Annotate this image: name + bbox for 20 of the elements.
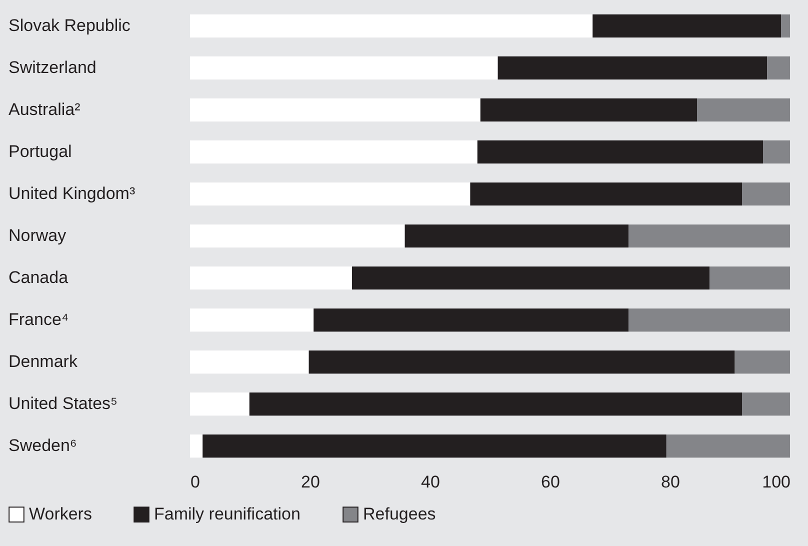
x-tick-label: 0: [190, 472, 200, 492]
legend-label: Refugees: [363, 504, 436, 524]
x-tick-label: 80: [661, 472, 680, 492]
x-tick-label: 60: [541, 472, 560, 492]
y-tick-label: Sweden⁶: [8, 436, 77, 456]
y-tick-label: Australia²: [8, 100, 81, 119]
y-tick-label: Denmark: [8, 352, 78, 372]
y-tick-label: Portugal: [8, 142, 72, 161]
y-tick-label: United States⁵: [8, 394, 118, 414]
x-tick-label: 20: [301, 472, 320, 492]
y-tick-label: Canada: [8, 268, 69, 288]
y-tick-label: Switzerland: [8, 58, 96, 77]
legend-label: Family reunification: [154, 504, 300, 524]
y-tick-label: France⁴: [8, 310, 69, 330]
legend-label: Workers: [29, 504, 92, 524]
y-tick-label: United Kingdom³: [8, 184, 136, 203]
x-tick-label: 100: [762, 472, 790, 492]
y-tick-label: Slovak Republic: [8, 16, 131, 35]
y-tick-label: Norway: [8, 226, 67, 245]
x-tick-label: 40: [421, 472, 440, 492]
